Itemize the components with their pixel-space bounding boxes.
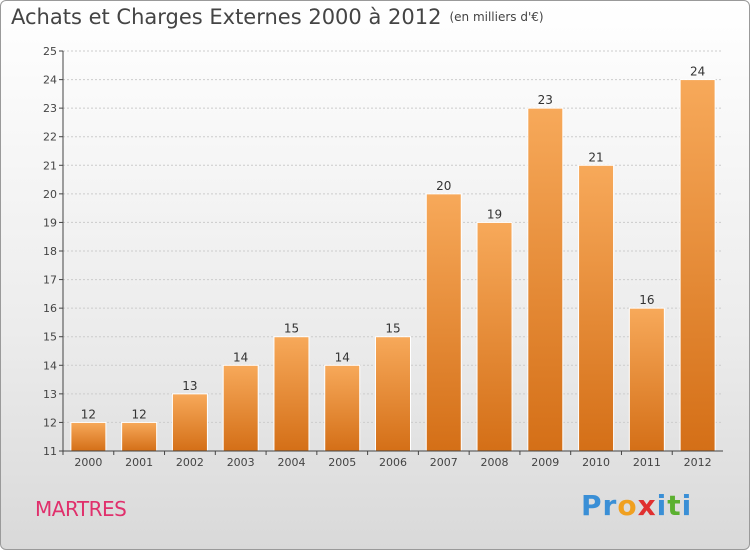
data-label: 16	[639, 293, 654, 307]
x-tick-label: 2007	[430, 456, 458, 469]
data-label: 20	[436, 179, 451, 193]
axes: 11 12 13 14 15 16 17 18 19 20 21 22 23 24 25 2000 2001 20…	[43, 45, 723, 469]
bar	[628, 307, 665, 452]
data-label: 19	[487, 207, 502, 221]
logo-letter: o	[617, 489, 638, 522]
logo-letter: t	[667, 489, 682, 522]
commune-name: MARTRES	[35, 497, 127, 521]
x-tick-label: 2004	[277, 456, 305, 469]
y-tick-label: 23	[43, 102, 57, 115]
bar	[222, 364, 259, 452]
logo-letter: P	[581, 489, 603, 522]
y-tick-label: 14	[43, 359, 57, 372]
bar	[273, 336, 310, 452]
y-tick-label: 16	[43, 302, 57, 315]
bars: 12 12 13 14 15 14 15 20 19 23 21 16 24	[70, 65, 716, 452]
x-tick-label: 2001	[125, 456, 153, 469]
y-tick-label: 20	[43, 188, 57, 201]
chart-title: Achats et Charges Externes 2000 à 2012 (e…	[11, 5, 544, 29]
data-label: 15	[284, 322, 299, 336]
x-tick-label: 2008	[481, 456, 509, 469]
data-label: 12	[132, 407, 147, 421]
bar	[324, 364, 361, 452]
data-label: 24	[690, 65, 705, 79]
data-label: 13	[182, 379, 197, 393]
data-label: 14	[233, 350, 248, 364]
data-label: 15	[385, 322, 400, 336]
bar	[425, 193, 462, 452]
chart-unit: (en milliers d'€)	[449, 10, 544, 24]
y-tick-label: 18	[43, 245, 57, 258]
bar	[121, 421, 158, 452]
bar	[171, 393, 208, 452]
y-tick-label: 11	[43, 445, 57, 458]
y-tick-label: 25	[43, 45, 57, 58]
x-tick-label: 2002	[176, 456, 204, 469]
x-tick-label: 2006	[379, 456, 407, 469]
bar	[476, 221, 513, 452]
bar	[679, 79, 716, 452]
logo-letter: i	[681, 489, 693, 522]
logo-letter: r	[602, 489, 618, 522]
y-tick-label: 22	[43, 131, 57, 144]
logo-letter: i	[656, 489, 668, 522]
data-label: 21	[588, 150, 603, 164]
y-tick-label: 19	[43, 216, 57, 229]
x-tick-label: 2011	[633, 456, 661, 469]
data-label: 12	[81, 407, 96, 421]
bar	[70, 421, 107, 452]
data-label: 14	[335, 350, 350, 364]
bar	[527, 107, 564, 452]
y-tick-label: 17	[43, 274, 57, 287]
x-tick-label: 2012	[684, 456, 712, 469]
data-label: 23	[538, 93, 553, 107]
proxiti-logo: Proxiti	[581, 489, 692, 522]
x-tick-label: 2003	[227, 456, 255, 469]
x-tick-label: 2000	[74, 456, 102, 469]
x-tick-label: 2010	[582, 456, 610, 469]
chart-title-text: Achats et Charges Externes 2000 à 2012	[11, 5, 442, 29]
x-tick-label: 2009	[531, 456, 559, 469]
y-tick-label: 13	[43, 388, 57, 401]
y-tick-label: 21	[43, 159, 57, 172]
bar	[375, 336, 411, 452]
y-tick-label: 24	[43, 74, 57, 87]
y-tick-label: 12	[43, 416, 57, 429]
x-tick-label: 2005	[328, 456, 356, 469]
bar	[578, 164, 615, 452]
y-tick-label: 15	[43, 331, 57, 344]
logo-letter: x	[637, 489, 657, 522]
